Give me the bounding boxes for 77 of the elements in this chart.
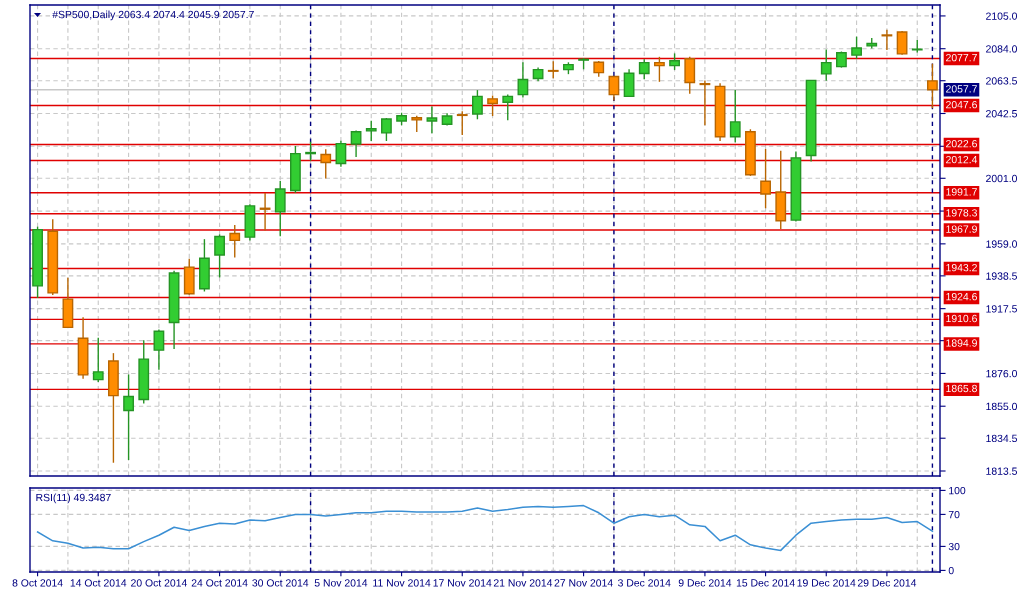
candlestick bbox=[381, 117, 392, 142]
candlestick bbox=[608, 75, 620, 102]
ref-line-label: 2047.6 bbox=[946, 100, 977, 109]
candlestick bbox=[927, 63, 938, 109]
candlestick bbox=[881, 29, 893, 51]
candlestick bbox=[654, 56, 665, 83]
y-tick-label: 1938.5 bbox=[986, 272, 1017, 280]
candlestick bbox=[820, 48, 832, 82]
ref-line-label: 1978.3 bbox=[946, 209, 977, 217]
ref-line-label: 2057.7 bbox=[946, 85, 977, 93]
candlestick bbox=[760, 148, 771, 209]
candlestick bbox=[623, 68, 635, 98]
ref-line-label: 2077.7 bbox=[946, 53, 977, 62]
x-tick-label: 8 Oct 2014 bbox=[12, 579, 63, 587]
y-tick-label: 2105.0 bbox=[986, 12, 1018, 20]
ref-line-label: 1894.9 bbox=[946, 339, 977, 347]
x-tick-label: 29 Dec 2014 bbox=[857, 579, 917, 587]
candlestick bbox=[472, 89, 483, 120]
ref-line-label: 1924.6 bbox=[946, 292, 977, 301]
ref-line-label: 1910.6 bbox=[946, 314, 977, 323]
y-tick-label: 2084.0 bbox=[986, 45, 1018, 53]
ref-line-label: 1991.7 bbox=[946, 188, 977, 196]
candlestick bbox=[335, 139, 347, 168]
candlestick bbox=[92, 336, 104, 383]
ref-line-label: 1967.9 bbox=[946, 225, 977, 233]
y-tick-label: 70 bbox=[948, 510, 960, 519]
candlestick bbox=[350, 129, 362, 158]
x-tick-label: 9 Dec 2014 bbox=[678, 579, 732, 587]
x-tick-label: 20 Oct 2014 bbox=[131, 579, 187, 587]
candlestick bbox=[365, 119, 377, 142]
candlestick bbox=[153, 328, 165, 371]
ref-line-label: 2022.6 bbox=[946, 139, 977, 148]
candlestick bbox=[214, 233, 225, 279]
x-tick-label: 30 Oct 2014 bbox=[252, 579, 309, 587]
y-tick-label: 0 bbox=[948, 566, 954, 575]
y-tick-label: 2001.0 bbox=[986, 174, 1018, 183]
y-tick-label: 1876.0 bbox=[986, 369, 1018, 378]
candlestick bbox=[896, 30, 908, 56]
y-tick-label: 1855.0 bbox=[986, 402, 1018, 411]
candlestick bbox=[729, 89, 741, 144]
candlestick bbox=[699, 79, 711, 126]
chart-title: RSI(11) 49.3487 bbox=[36, 493, 111, 504]
candlestick bbox=[456, 110, 468, 136]
candlestick bbox=[638, 58, 650, 80]
chart-title: #SP500,Daily 2063.4 2074.4 2045.9 2057.7 bbox=[52, 10, 254, 21]
x-tick-label: 3 Dec 2014 bbox=[618, 579, 671, 587]
y-tick-label: 30 bbox=[948, 542, 960, 551]
ref-line-label: 2012.4 bbox=[946, 155, 978, 164]
x-tick-label: 24 Oct 2014 bbox=[191, 579, 248, 587]
ref-line-label: 1865.8 bbox=[946, 384, 977, 393]
candlestick bbox=[851, 35, 862, 60]
candlestick bbox=[487, 94, 498, 117]
y-tick-label: 2042.5 bbox=[986, 110, 1017, 118]
y-tick-label: 100 bbox=[949, 486, 966, 495]
y-tick-label: 1917.5 bbox=[986, 305, 1017, 313]
y-tick-label: 1813.5 bbox=[986, 467, 1017, 475]
x-tick-label: 11 Nov 2014 bbox=[373, 579, 431, 587]
x-tick-label: 27 Nov 2014 bbox=[554, 579, 613, 587]
candlestick bbox=[123, 373, 134, 461]
x-tick-label: 14 Oct 2014 bbox=[70, 579, 127, 587]
candlestick bbox=[274, 180, 286, 237]
candlestick bbox=[684, 56, 696, 95]
y-tick-label: 2063.5 bbox=[986, 77, 1017, 85]
x-tick-label: 21 Nov 2014 bbox=[493, 579, 553, 587]
candlestick bbox=[229, 224, 241, 259]
ref-line-label: 1943.2 bbox=[946, 263, 977, 272]
x-tick-label: 19 Dec 2014 bbox=[797, 579, 856, 587]
x-tick-label: 5 Nov 2014 bbox=[314, 579, 368, 587]
x-tick-label: 17 Nov 2014 bbox=[433, 579, 492, 587]
candlestick bbox=[502, 93, 514, 122]
line-series bbox=[36, 504, 934, 552]
y-tick-label: 1959.0 bbox=[986, 240, 1018, 248]
y-tick-label: 1834.5 bbox=[986, 434, 1017, 443]
candlestick bbox=[426, 105, 438, 134]
candlestick bbox=[320, 148, 332, 180]
candlestick bbox=[517, 61, 529, 99]
x-tick-label: 15 Dec 2014 bbox=[736, 579, 795, 587]
